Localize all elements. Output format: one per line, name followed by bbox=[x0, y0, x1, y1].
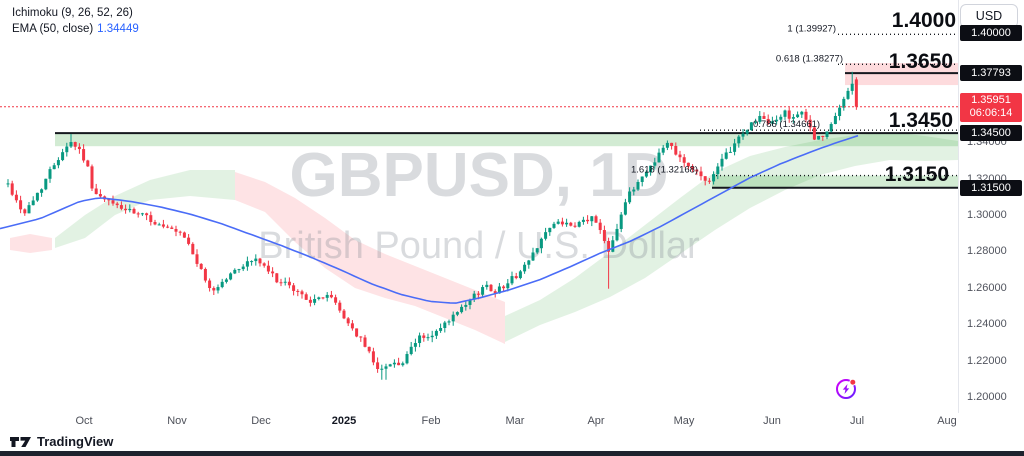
price-tick-label: 1.26000 bbox=[967, 281, 1007, 294]
ema-line bbox=[0, 134, 859, 304]
ichimoku-cloud bbox=[10, 132, 958, 344]
svg-text:1.3150: 1.3150 bbox=[885, 163, 949, 186]
time-axis[interactable]: Oct Nov Dec 2025 Feb Mar Apr May Jun Jul Aug bbox=[0, 412, 958, 432]
time-tick-label: Dec bbox=[251, 415, 271, 427]
price-tick-label: 1.24000 bbox=[967, 318, 1007, 331]
legend-ema[interactable]: EMA (50, close) 1.34449 bbox=[12, 21, 139, 37]
tradingview-logo-icon bbox=[10, 436, 31, 447]
lightning-bolt-icon bbox=[842, 384, 850, 394]
notification-dot bbox=[849, 378, 857, 386]
bottom-toolbar-strip bbox=[0, 451, 1024, 456]
svg-text:1 (1.39927): 1 (1.39927) bbox=[787, 23, 836, 34]
symbol-watermark: GBPUSD, 1D British Pound / U.S. Dollar bbox=[258, 141, 700, 267]
flash-events-icon[interactable] bbox=[833, 376, 859, 402]
price-tick-label: 1.30000 bbox=[967, 209, 1007, 221]
level-price-badge: 1.34500 bbox=[960, 125, 1022, 142]
level-price-badge: 1.37793 bbox=[960, 65, 1022, 82]
svg-text:0.618 (1.38277): 0.618 (1.38277) bbox=[776, 53, 843, 64]
flash-circle bbox=[836, 379, 856, 399]
price-zones bbox=[55, 63, 958, 189]
level-price-badge: 1.40000 bbox=[960, 25, 1022, 41]
legend-ema-value: 1.34449 bbox=[97, 23, 139, 35]
fib-labels: 1 (1.39927) 0.618 (1.38277) 0.786 (1.34661… bbox=[631, 23, 843, 175]
price-tick-label: 1.28000 bbox=[967, 245, 1007, 258]
last-price-badge: 1.35951 06:06:14 bbox=[960, 92, 1022, 122]
svg-text:GBPUSD, 1D: GBPUSD, 1D bbox=[290, 141, 669, 210]
svg-text:1.3450: 1.3450 bbox=[889, 109, 953, 132]
price-chart-canvas[interactable]: GBPUSD, 1D British Pound / U.S. Dollar 1 (… bbox=[0, 0, 958, 412]
indicator-legend: Ichimoku (9, 26, 52, 26) EMA (50, close)… bbox=[12, 5, 139, 37]
legend-ema-label: EMA (50, close) bbox=[12, 23, 94, 35]
time-tick-label: May bbox=[673, 415, 695, 427]
time-tick-label: Feb bbox=[421, 415, 441, 427]
time-tick-label: 2025 bbox=[331, 415, 357, 427]
price-axis[interactable]: USD 1.34000 1.32000 1.30000 1.28000 1.26000 1… bbox=[959, 0, 1024, 412]
time-tick-label: Apr bbox=[587, 415, 605, 427]
level-price-badge: 1.31500 bbox=[960, 179, 1022, 196]
price-tick-label: 1.20000 bbox=[967, 391, 1007, 403]
tradingview-logo[interactable]: TradingView bbox=[10, 434, 113, 449]
candlestick-series bbox=[6, 71, 858, 380]
svg-text:1.618 (1.32168): 1.618 (1.32168) bbox=[631, 165, 698, 176]
svg-text:British Pound / U.S. Dollar: British Pound / U.S. Dollar bbox=[258, 225, 700, 267]
svg-text:1.4000: 1.4000 bbox=[892, 9, 956, 32]
time-tick-label: Nov bbox=[167, 415, 187, 427]
price-tick-label: 1.22000 bbox=[967, 354, 1007, 367]
chart-plot-area[interactable]: GBPUSD, 1D British Pound / U.S. Dollar 1 (… bbox=[0, 0, 959, 413]
svg-text:0.786 (1.34661): 0.786 (1.34661) bbox=[753, 119, 820, 130]
level-lines bbox=[700, 33, 958, 131]
time-tick-label: Jul bbox=[849, 415, 865, 427]
time-tick-label: Oct bbox=[75, 415, 93, 427]
svg-text:1.3650: 1.3650 bbox=[889, 50, 953, 73]
time-tick-label: Mar bbox=[505, 415, 525, 427]
key-level-labels: 1.4000 1.3650 1.3450 1.3150 bbox=[885, 9, 956, 186]
time-tick-label: Jun bbox=[763, 415, 781, 427]
legend-ichimoku[interactable]: Ichimoku (9, 26, 52, 26) bbox=[12, 7, 133, 19]
time-tick-label: Aug bbox=[937, 415, 957, 427]
tradingview-logo-text: TradingView bbox=[37, 434, 114, 449]
